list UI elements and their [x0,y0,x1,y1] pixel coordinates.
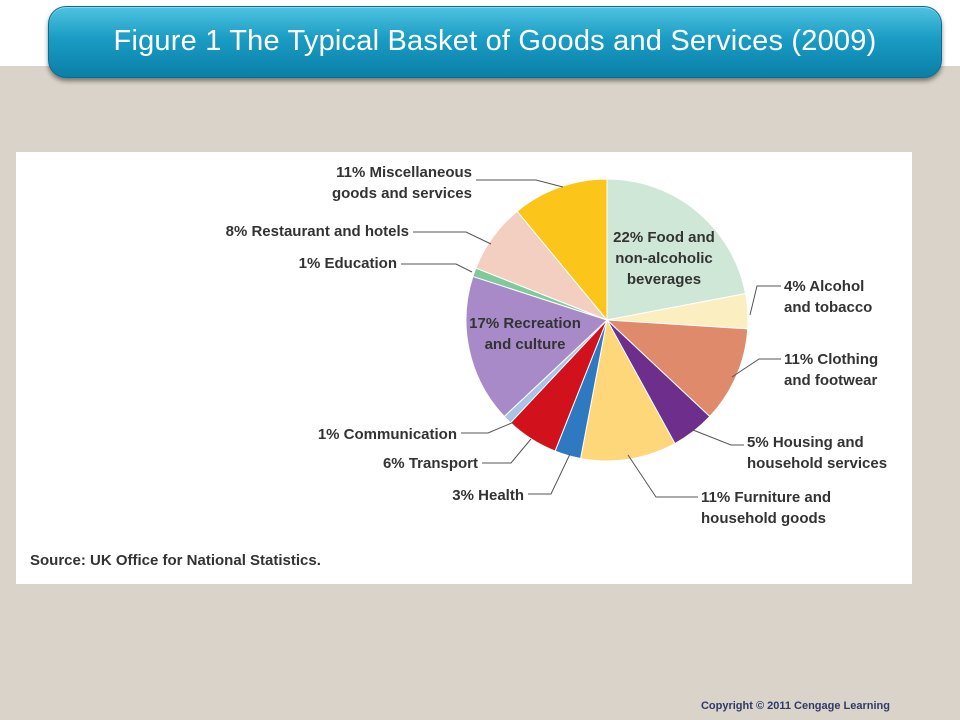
chart-panel: 22% Food and non-alcoholic beverages 4% Alc… [16,152,912,584]
slice-label-food-and-non-alcoholic-beverages: 22% Food and non-alcoholic beverages [613,229,715,288]
slice-label-furniture-and-household-goods: 11% Furniture and household goods [701,489,831,527]
slice-label-miscellaneous-goods-and-services: 11% Miscellaneous goods and services [332,164,472,202]
leader-line-restaurant-and-hotels [413,231,492,245]
leader-line-alcohol-and-tobacco [749,285,781,316]
slice-label-transport: 6% Transport [383,455,478,472]
pie-slice-recreation-and-culture [465,275,608,418]
slice-label-clothing-and-footwear: 11% Clothing and footwear [784,351,878,389]
leader-line-furniture-and-household-goods [627,454,698,498]
pie-slice-miscellaneous-goods-and-services [516,178,608,322]
slice-label-health: 3% Health [452,487,524,504]
chart-source: Source: UK Office for National Statistic… [30,552,321,569]
pie-chart: 22% Food and non-alcoholic beverages 4% Alc… [226,164,887,527]
copyright-notice: Copyright © 2011 Cengage Learning [700,700,890,712]
leader-line-clothing-and-footwear [731,358,781,378]
pie-slice-food-and-non-alcoholic-beverages [606,178,747,321]
slice-label-recreation-and-culture: 17% Recreation and culture [469,315,581,353]
title-bar: Figure 1 The Typical Basket of Goods and… [48,6,942,78]
leader-line-communication [461,421,515,434]
slice-label-communication: 1% Communication [318,426,457,443]
leader-line-transport [482,438,532,464]
slice-label-education: 1% Education [299,255,397,272]
leader-line-housing-and-household-services [692,429,744,446]
pie-slice-furniture-and-household-goods [579,318,676,462]
pie-slice-clothing-and-footwear [605,319,749,418]
leader-line-health [528,453,571,495]
slide-title: Figure 1 The Typical Basket of Goods and… [113,25,877,57]
slice-label-restaurant-and-hotels: 8% Restaurant and hotels [226,223,409,240]
slice-label-alcohol-and-tobacco: 4% Alcohol and tobacco [784,278,872,316]
leader-line-education [401,263,473,273]
slice-label-housing-and-household-services: 5% Housing and household services [747,434,887,472]
leader-line-miscellaneous-goods-and-services [476,179,564,188]
